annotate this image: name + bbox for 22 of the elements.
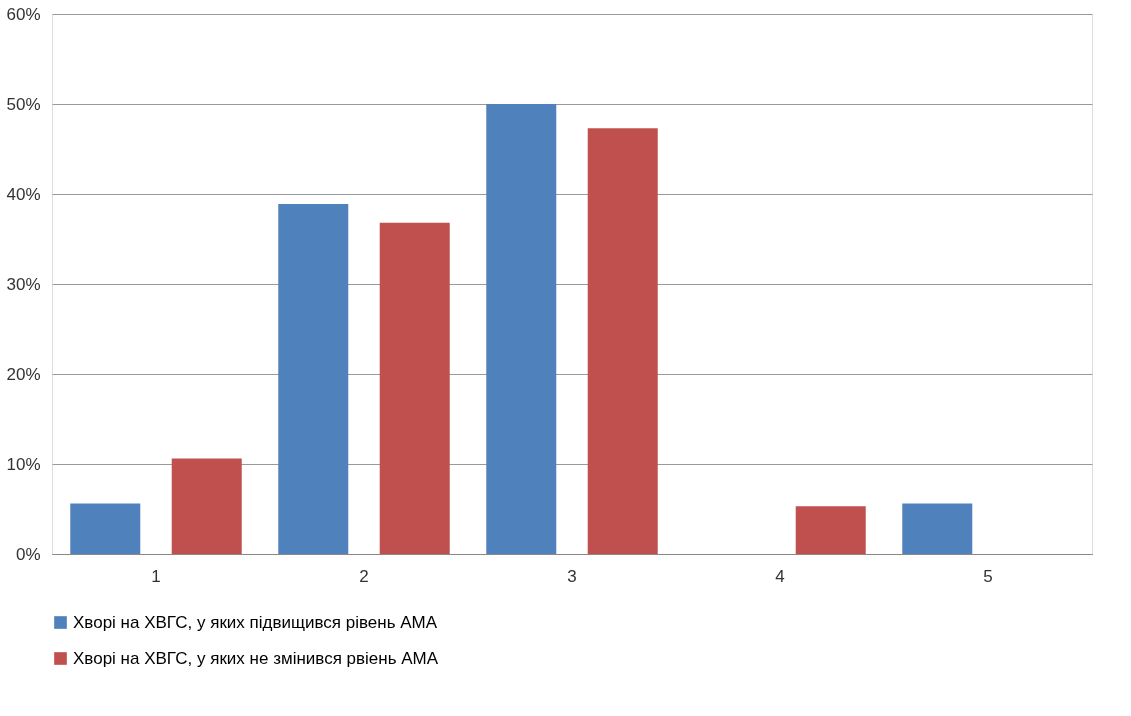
y-tick-label: 50%: [6, 94, 41, 114]
bar: [171, 458, 242, 554]
x-tick-label: 3: [567, 566, 577, 586]
bar: [587, 128, 658, 554]
y-tick-label: 0%: [15, 544, 41, 564]
x-tick-label: 4: [775, 566, 785, 586]
x-tick-label: 1: [151, 566, 161, 586]
x-tick-label: 5: [983, 566, 993, 586]
y-tick-label: 30%: [6, 274, 41, 294]
x-tick-label: 2: [359, 566, 369, 586]
y-tick-label: 60%: [6, 4, 41, 24]
bar: [70, 503, 141, 554]
legend-label: Хворі на ХВГС, у яких підвищився рівень АМА: [73, 612, 438, 632]
y-tick-label: 10%: [6, 454, 41, 474]
y-tick-label: 40%: [6, 184, 41, 204]
bar: [278, 203, 349, 554]
legend-label: Хворі на ХВГС, у яких не змінився рвіень АМА: [73, 648, 439, 668]
bar: [486, 104, 557, 554]
y-tick-label: 20%: [6, 364, 41, 384]
bar: [379, 222, 450, 554]
bar: [795, 506, 866, 554]
bar: [902, 503, 973, 554]
